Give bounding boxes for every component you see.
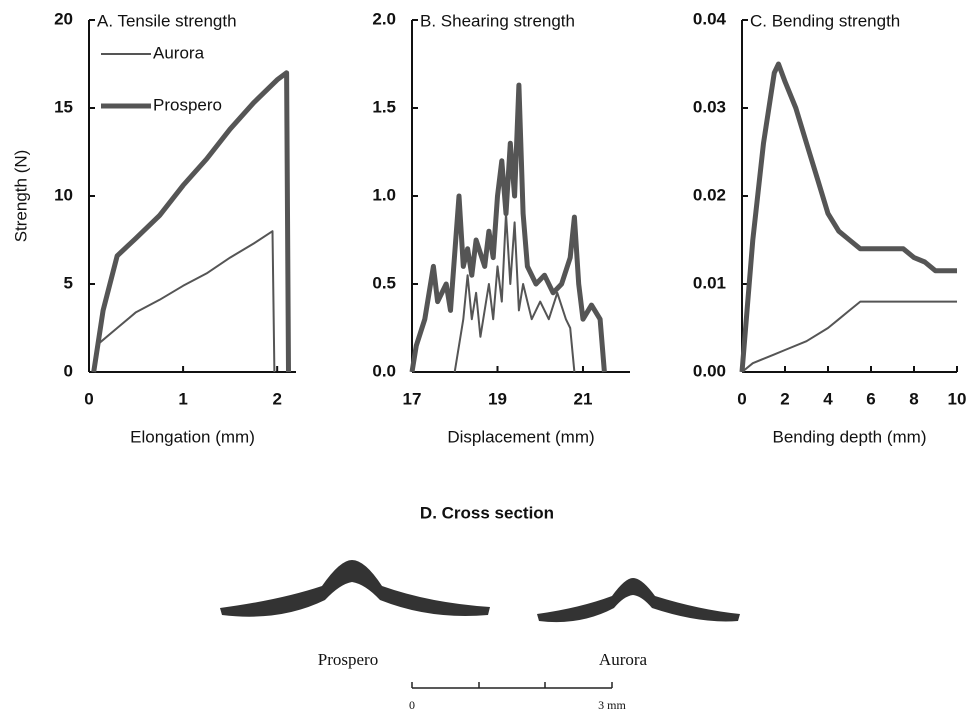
data-line: [92, 230, 276, 373]
cross-section-title: D. Cross section: [420, 503, 554, 522]
chart-title: C. Bending strength: [750, 11, 900, 30]
legend-label: Aurora: [153, 43, 205, 62]
data-line: [91, 70, 291, 373]
x-tick-label: 19: [488, 389, 507, 408]
y-tick-label: 0.04: [693, 9, 727, 28]
x-tick-label: 21: [574, 389, 593, 408]
x-tick-label: 1: [178, 389, 187, 408]
x-tick-label: 17: [403, 389, 422, 408]
scale-label: 0: [409, 698, 415, 712]
scale-bar: [411, 682, 613, 689]
chart-title: B. Shearing strength: [420, 11, 575, 30]
y-tick-label: 0.5: [372, 273, 396, 292]
prospero-section: [220, 560, 490, 617]
y-tick-label: 0.00: [693, 361, 726, 380]
y-tick-label: 20: [54, 9, 73, 28]
legend-label: Prospero: [153, 95, 222, 114]
chart-title: A. Tensile strength: [97, 11, 237, 30]
x-tick-label: 0: [84, 389, 93, 408]
aurora-section: [537, 578, 740, 623]
x-axis-label: Bending depth (mm): [772, 427, 926, 446]
x-axis-label: Displacement (mm): [447, 427, 594, 446]
y-tick-label: 0: [64, 361, 73, 380]
y-tick-label: 1.0: [372, 185, 396, 204]
scale-label: 3 mm: [598, 698, 626, 712]
x-tick-label: 4: [823, 389, 833, 408]
data-line: [453, 212, 576, 373]
y-tick-label: 2.0: [372, 9, 396, 28]
x-tick-label: 0: [737, 389, 746, 408]
x-tick-label: 8: [909, 389, 918, 408]
y-tick-label: 0.01: [693, 273, 726, 292]
x-axis-label: Elongation (mm): [130, 427, 255, 446]
y-tick-label: 5: [64, 273, 73, 292]
data-line: [741, 300, 957, 373]
x-tick-label: 6: [866, 389, 875, 408]
y-axis-label: Strength (N): [11, 150, 30, 243]
data-line: [409, 82, 607, 373]
x-tick-label: 10: [948, 389, 967, 408]
specimen-label: Aurora: [599, 650, 648, 669]
x-tick-label: 2: [780, 389, 789, 408]
y-tick-label: 0.02: [693, 185, 726, 204]
y-tick-label: 1.5: [372, 97, 396, 116]
data-line: [739, 61, 957, 373]
y-tick-label: 0.03: [693, 97, 726, 116]
x-tick-label: 2: [272, 389, 281, 408]
y-tick-label: 0.0: [372, 361, 396, 380]
specimen-label: Prospero: [318, 650, 378, 669]
y-tick-label: 15: [54, 97, 73, 116]
y-tick-label: 10: [54, 185, 73, 204]
